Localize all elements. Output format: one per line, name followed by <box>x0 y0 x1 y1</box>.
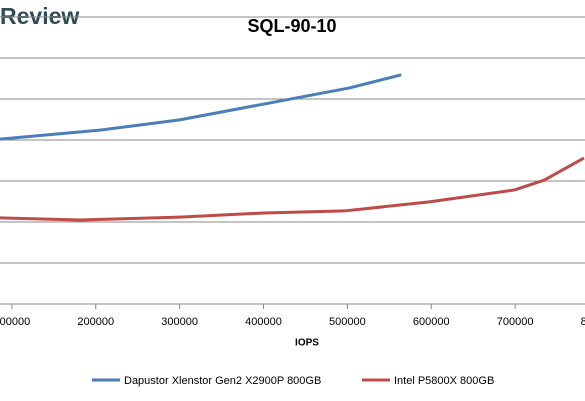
watermark: Review <box>0 3 79 29</box>
x-tick-label: 400000 <box>245 316 282 328</box>
legend-label: Dapustor Xlenstor Gen2 X2900P 800GB <box>124 375 321 387</box>
legend-label: Intel P5800X 800GB <box>394 375 494 387</box>
x-axis-label: IOPS <box>295 338 319 349</box>
x-tick-label: 100000 <box>0 316 30 328</box>
chart-title: SQL-90-10 <box>247 16 336 36</box>
x-tick-label: 700000 <box>497 316 534 328</box>
x-tick-label: 200000 <box>77 316 114 328</box>
line-series <box>0 73 402 141</box>
x-tick-label: 500000 <box>329 316 366 328</box>
line-series <box>0 156 585 222</box>
x-tick-label: 600000 <box>413 316 450 328</box>
x-tick-label: 800000 <box>581 316 585 328</box>
x-tick-label: 300000 <box>161 316 198 328</box>
